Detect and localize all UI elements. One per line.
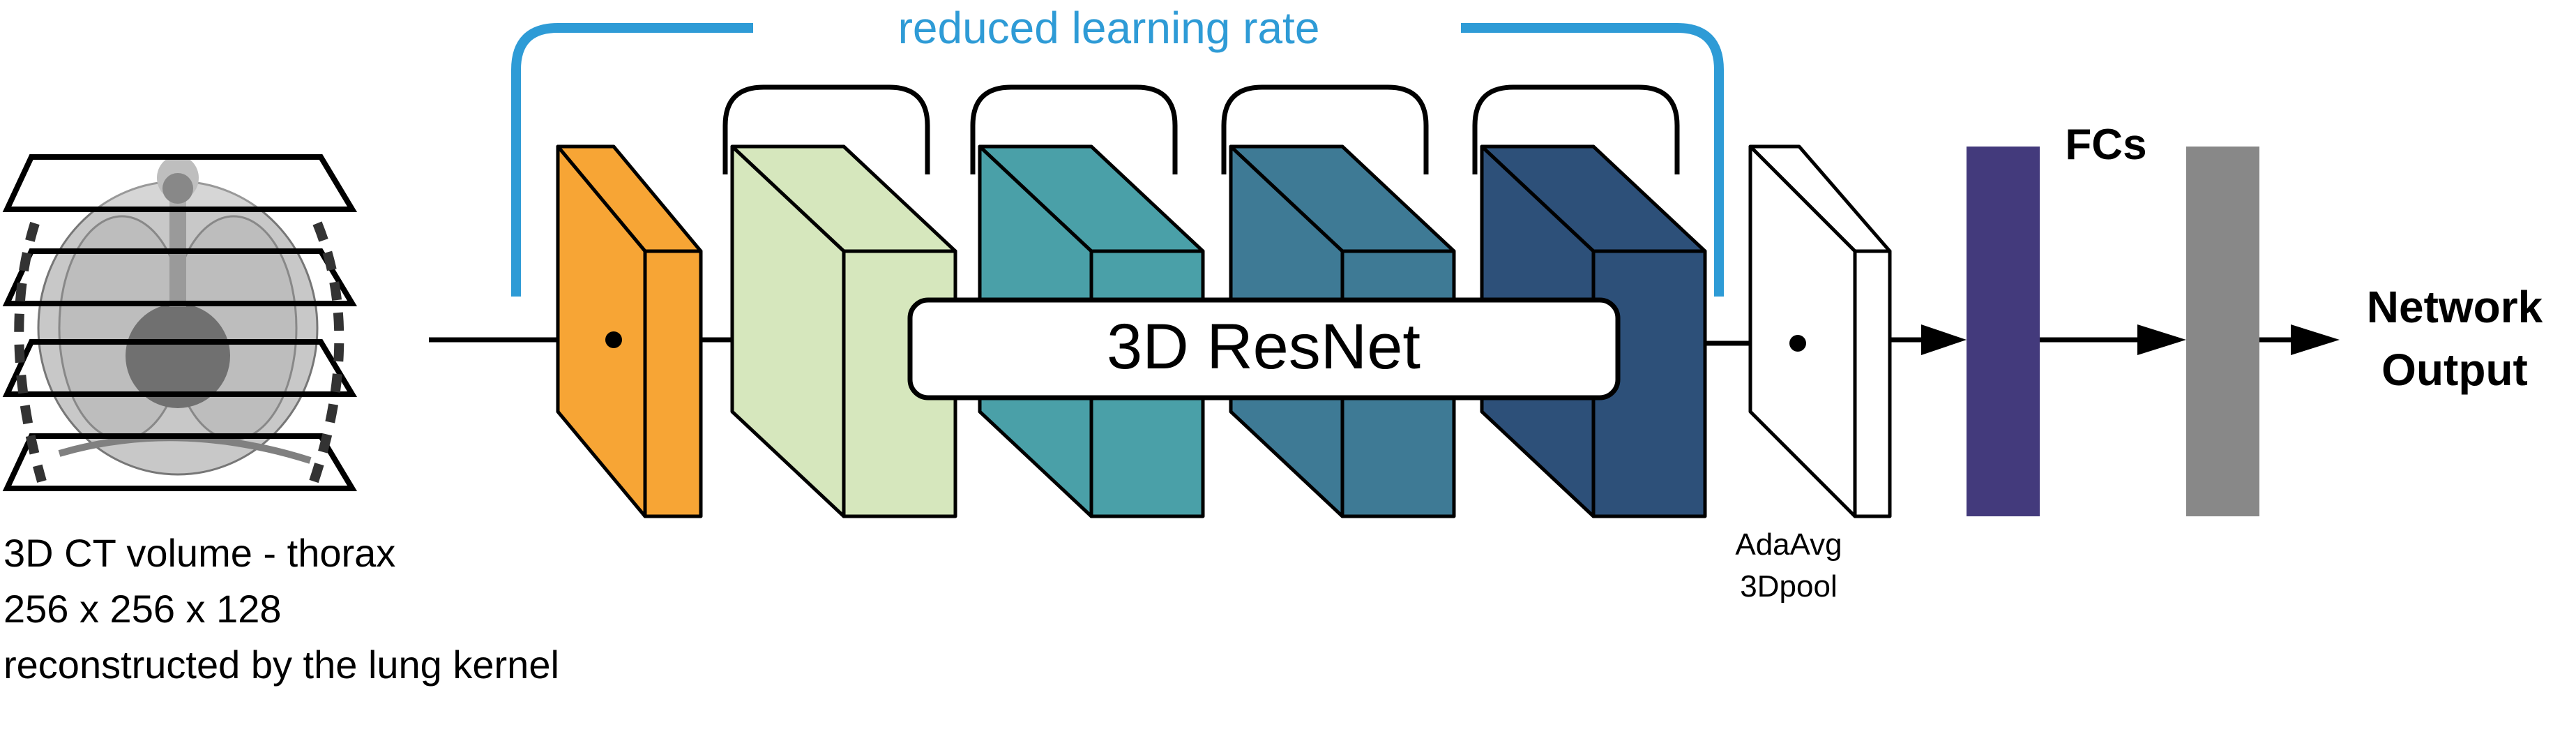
fc-label: FCs: [2065, 121, 2146, 169]
fc-layer-1: [1967, 147, 2040, 516]
bracket-label: reduced learning rate: [898, 3, 1320, 53]
resnet-block-4: [1480, 144, 1707, 518]
skip-connections: [722, 84, 1680, 174]
fc-layer-2: [2186, 147, 2259, 516]
pool-label-line-1: AdaAvg: [1735, 527, 1842, 562]
arrow-icon: [1890, 324, 1967, 355]
input-caption-line-1: 3D CT volume - thorax: [3, 531, 395, 575]
conv-layer: [556, 144, 703, 518]
pool-layer: [1748, 144, 1892, 518]
arrow-icon: [2259, 324, 2340, 355]
output-label-line-1: Network: [2367, 282, 2543, 332]
input-caption-line-2: 256 x 256 x 128: [3, 587, 282, 631]
arrow-icon: [2040, 324, 2186, 355]
pool-node: [1789, 335, 1806, 352]
learning-rate-bracket: [511, 23, 1724, 297]
resnet-label: 3D ResNet: [1107, 311, 1420, 382]
ct-volume-icon: [2, 154, 358, 491]
pool-label-line-2: 3Dpool: [1740, 569, 1837, 604]
conv-node: [605, 331, 622, 348]
input-caption-line-3: reconstructed by the lung kernel: [3, 643, 559, 687]
output-label-line-2: Output: [2381, 345, 2528, 395]
resnet-label-box: [907, 297, 1621, 400]
